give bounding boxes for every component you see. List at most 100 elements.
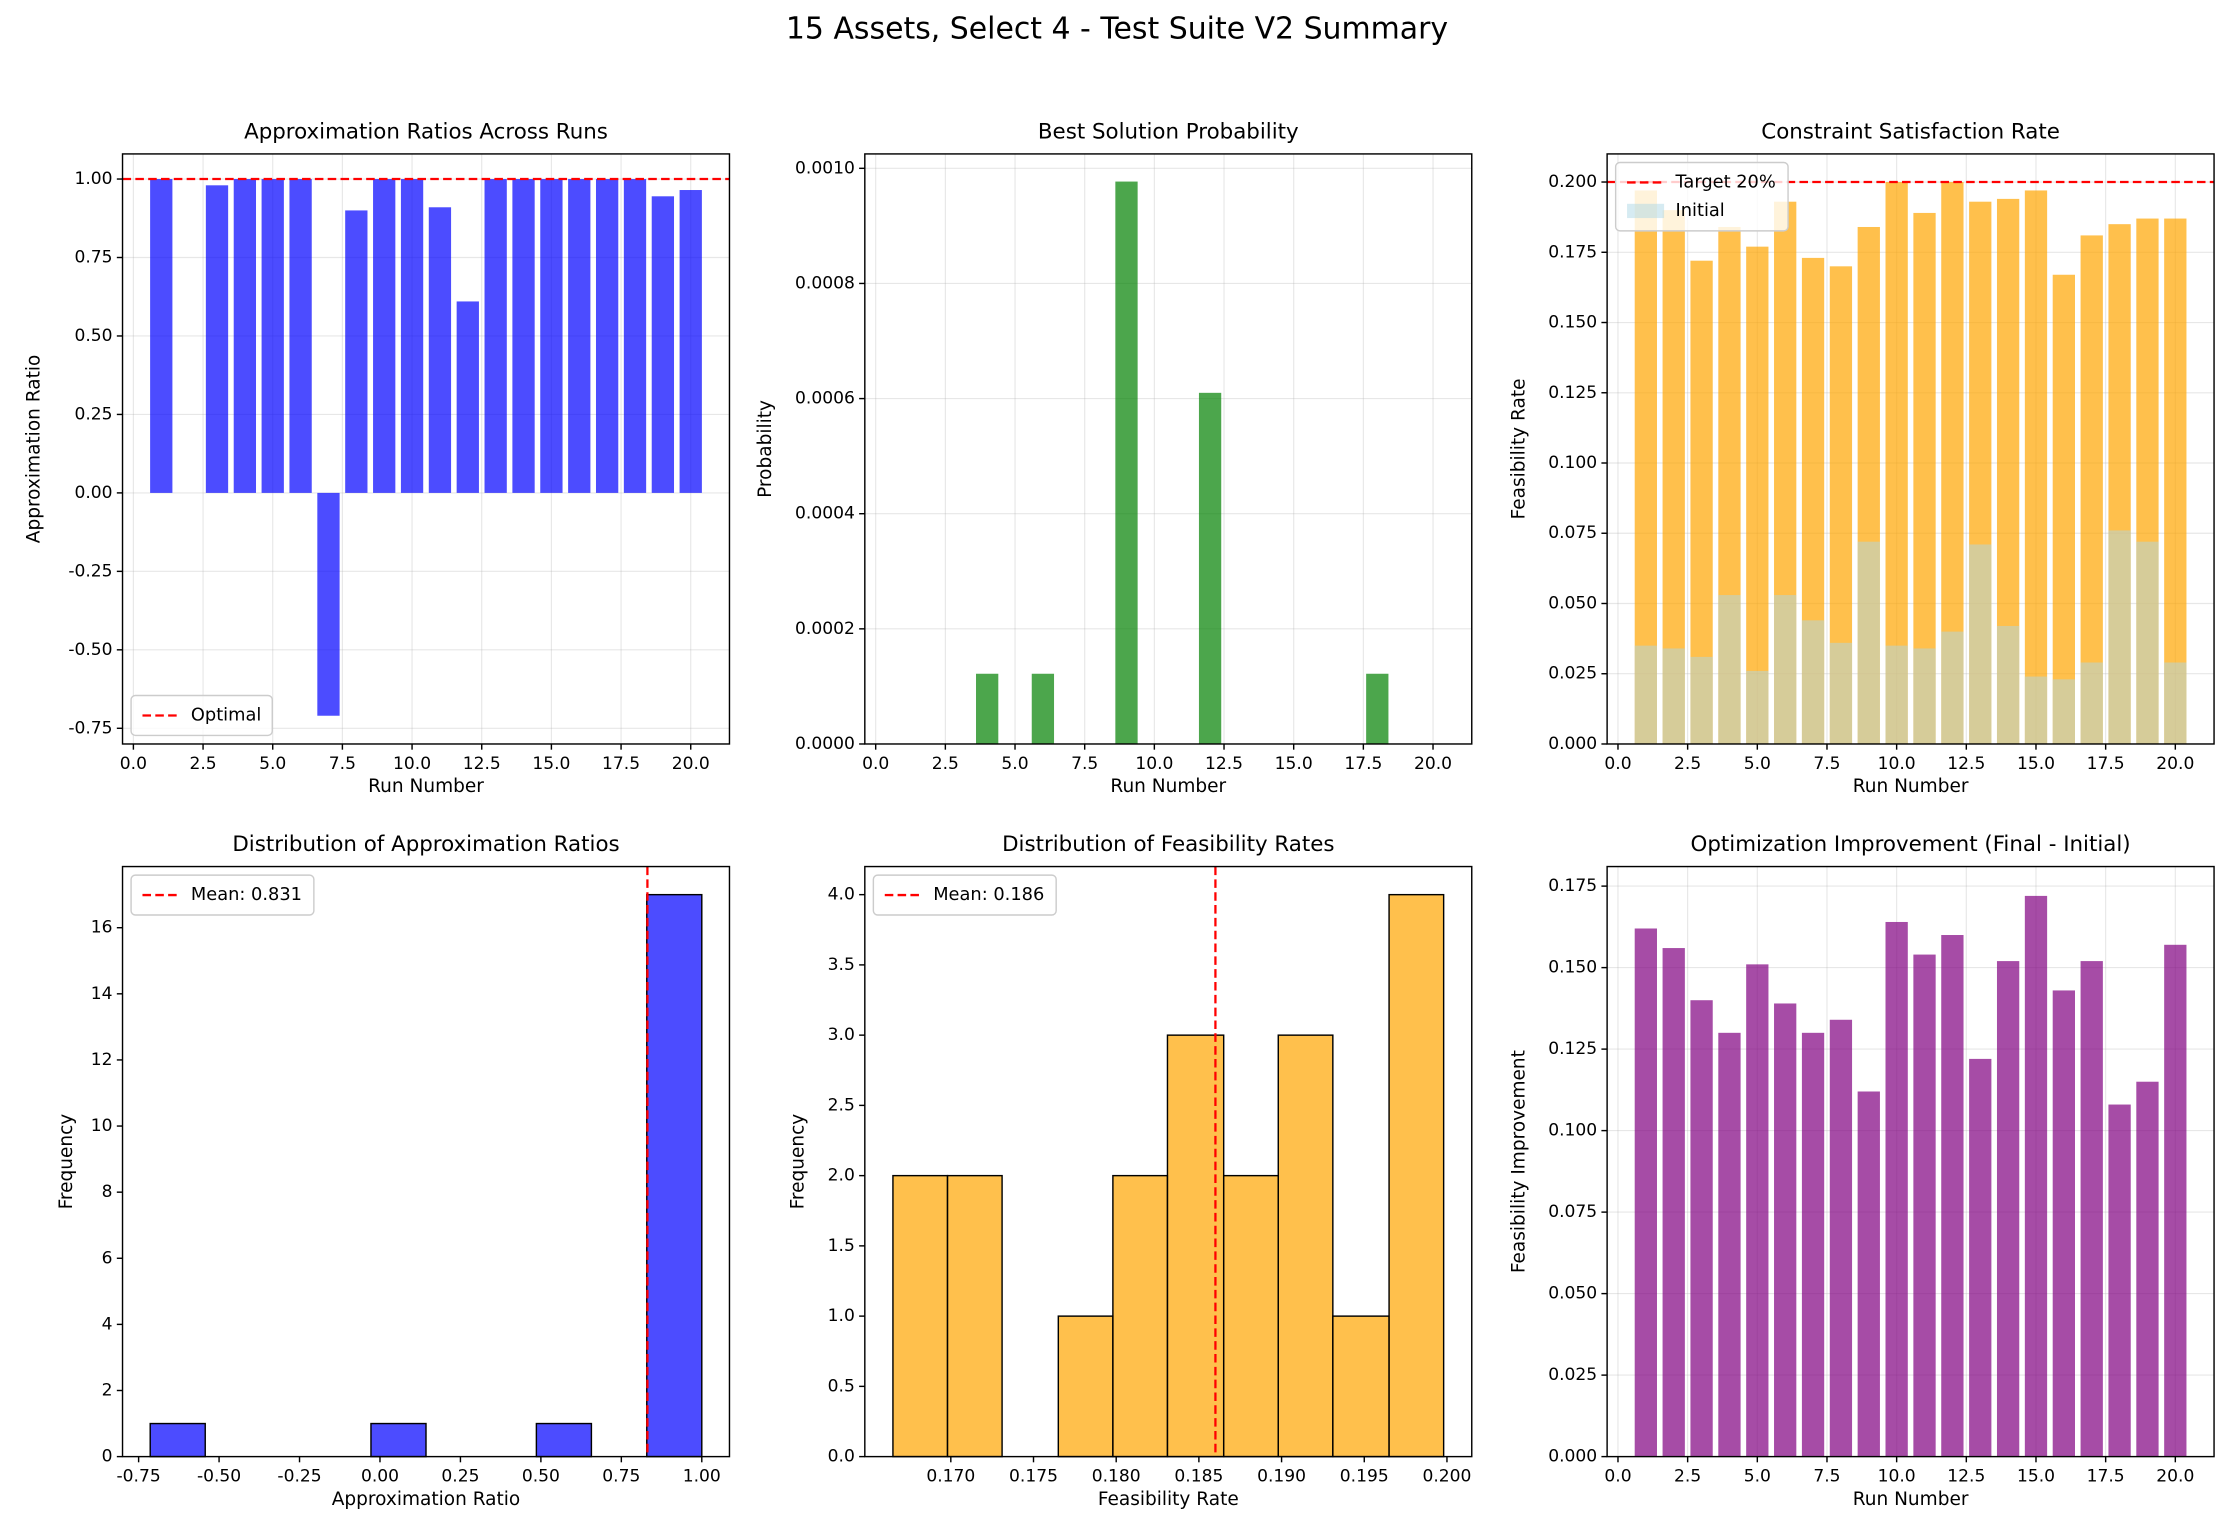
axes-background [864, 153, 1472, 744]
x-tick-label: 15.0 [1275, 754, 1313, 774]
legend-label: Target 20% [1675, 171, 1776, 192]
histogram-bar [892, 1174, 949, 1458]
bar [1885, 182, 1908, 744]
bar [2052, 990, 2075, 1457]
bar [1746, 964, 1769, 1457]
x-tick-label: 12.5 [1947, 1467, 1985, 1487]
bar [1941, 631, 1964, 744]
histogram-bar [1112, 1174, 1169, 1458]
bar [623, 179, 647, 493]
bar [976, 673, 999, 744]
y-tick-label: 0.0000 [795, 734, 855, 754]
y-tick-label: 0.075 [1548, 1202, 1597, 1222]
x-axis-label: Run Number [1110, 776, 1226, 797]
bar [1829, 1019, 1853, 1457]
x-tick-label: -0.50 [197, 1467, 241, 1487]
bar [540, 179, 563, 493]
y-axis-label: Frequency [56, 1114, 77, 1210]
bar [1857, 1091, 1880, 1457]
y-tick-label: 0.050 [1548, 1284, 1597, 1304]
bar [2136, 541, 2159, 744]
x-tick-label: 15.0 [532, 754, 570, 774]
bar [568, 179, 591, 493]
bar [2024, 895, 2048, 1457]
bar [1969, 544, 1992, 744]
y-tick-label: 1.0 [828, 1306, 855, 1326]
x-axis-label: Run Number [1853, 776, 1969, 797]
bar [2052, 679, 2075, 744]
legend-label: Initial [1675, 200, 1724, 221]
y-tick-label: -0.75 [68, 718, 112, 738]
bar [1718, 1032, 1741, 1457]
bar [261, 179, 284, 493]
bar [1690, 1000, 1713, 1457]
y-tick-label: 0.5 [828, 1376, 855, 1396]
x-tick-label: 20.0 [1414, 754, 1452, 774]
axes-frame [1606, 865, 2215, 1458]
bar [2080, 662, 2103, 744]
bar [2080, 235, 2103, 744]
x-tick-label: 17.5 [2087, 1467, 2125, 1487]
y-tick-label: 0.125 [1548, 383, 1597, 403]
bar [428, 207, 452, 493]
histogram-bar [149, 1422, 206, 1458]
bar [150, 179, 173, 493]
x-tick-label: 7.5 [1813, 754, 1840, 774]
bar [1634, 928, 1657, 1457]
bar [1718, 595, 1741, 744]
bar [1801, 620, 1825, 744]
figure-title: 15 Assets, Select 4 - Test Suite V2 Summ… [786, 11, 1448, 46]
y-tick-label: -0.25 [68, 561, 112, 581]
y-tick-label: 0.100 [1548, 1121, 1597, 1141]
y-tick-label: 3.5 [828, 955, 855, 975]
y-tick-label: 0 [102, 1447, 113, 1467]
bar [595, 179, 619, 493]
y-tick-label: 0.175 [1548, 242, 1597, 262]
x-tick-label: 10.0 [393, 754, 431, 774]
y-tick-label: 14 [91, 984, 113, 1004]
y-tick-label: 0.0002 [795, 619, 855, 639]
bar [1662, 210, 1685, 744]
bar [1690, 656, 1713, 744]
x-tick-label: 20.0 [2156, 1467, 2194, 1487]
axes-frame [1606, 153, 2215, 745]
bar [1366, 673, 1389, 744]
subplot: 0.0 2.5 5.0 7.5 10.0 12.5 15.0 17.5 20.0 0.0000 0.… [755, 120, 1473, 797]
histogram-bar [535, 1422, 593, 1458]
y-tick-label: 0.25 [74, 404, 112, 424]
x-tick-label: 0.0 [120, 754, 147, 774]
y-tick-label: 0.0004 [795, 504, 855, 524]
x-tick-label: 0.195 [1340, 1467, 1389, 1487]
subplot-title: Constraint Satisfaction Rate [1761, 120, 2060, 145]
bar [2164, 944, 2187, 1457]
bar [345, 210, 368, 493]
y-tick-label: 0.175 [1548, 876, 1597, 896]
subplot: -0.75 -0.50 -0.25 0.00 0.25 0.50 0.75 1.00 0 2 4 6 8… [56, 832, 731, 1510]
bar [651, 196, 675, 493]
bar [1746, 670, 1769, 744]
bar [2052, 274, 2075, 744]
histogram-bar [1222, 1174, 1279, 1458]
bar [484, 179, 507, 493]
x-tick-label: 0.0 [1604, 1467, 1631, 1487]
bar [679, 190, 702, 493]
bar [1774, 1003, 1797, 1457]
subplot: 0.0 2.5 5.0 7.5 10.0 12.5 15.0 17.5 20.0 -0.75 -0.… [24, 120, 731, 797]
bar [1913, 954, 1936, 1457]
histogram-bar [370, 1422, 427, 1458]
x-tick-label: 12.5 [463, 754, 501, 774]
bar [1115, 181, 1138, 744]
x-axis-label: Approximation Ratio [332, 1489, 520, 1510]
y-tick-label: 0.0 [828, 1447, 855, 1467]
bar [1913, 648, 1936, 744]
x-tick-label: 2.5 [932, 754, 959, 774]
histogram-bar [946, 1174, 1003, 1458]
y-tick-label: 1.5 [828, 1236, 855, 1256]
y-tick-label: 0.0010 [795, 158, 855, 178]
x-tick-label: 0.00 [361, 1467, 399, 1487]
bar [1634, 190, 1657, 744]
bar [512, 179, 535, 493]
y-tick-label: 0.50 [74, 326, 112, 346]
x-tick-label: 17.5 [602, 754, 640, 774]
